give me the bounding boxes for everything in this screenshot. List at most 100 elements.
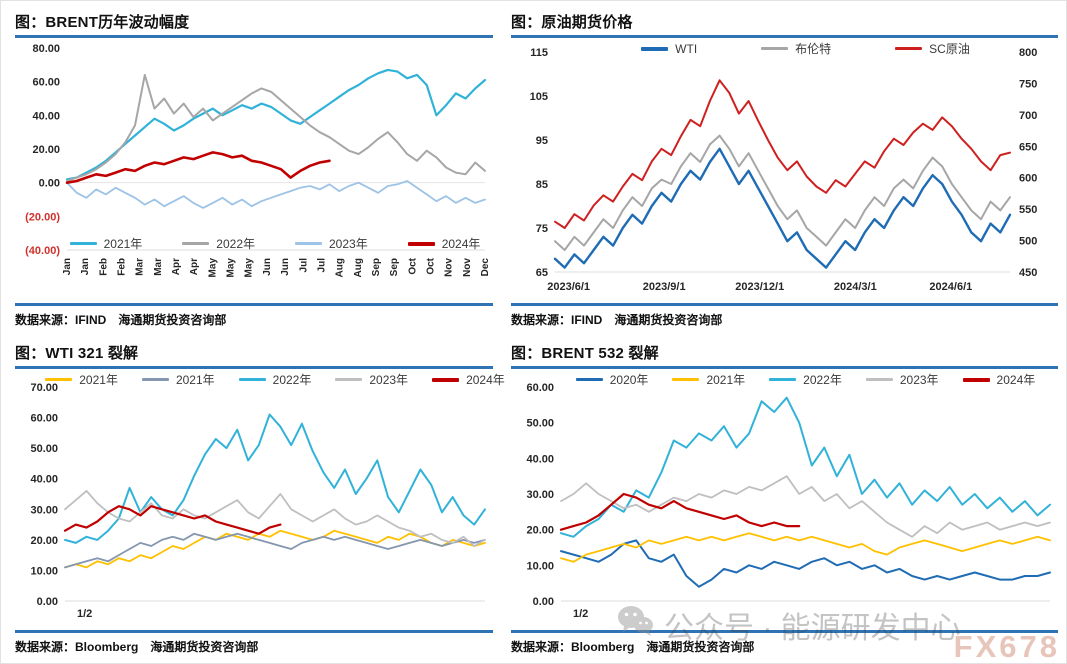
svg-text:2023/9/1: 2023/9/1 [643,281,686,293]
svg-text:2023/6/1: 2023/6/1 [547,281,590,293]
legend-swatch [407,241,435,246]
source-rule [511,630,1058,633]
svg-text:2023/12/1: 2023/12/1 [735,281,784,293]
legend-item: 2021年 [69,235,143,252]
legend-item: 2020年 [575,371,649,388]
legend-swatch [238,378,266,381]
legend-label: 2020年 [609,373,649,387]
source-rule [15,303,493,306]
svg-text:Mar: Mar [135,258,146,276]
legend-item: SC原油 [895,40,970,57]
legend-label: 2022年 [272,373,312,387]
svg-text:60.00: 60.00 [30,413,58,425]
svg-text:Mar: Mar [153,258,164,276]
chart-title: 图：原油期货价格 [511,14,633,31]
svg-text:95: 95 [536,135,548,147]
svg-text:0.00: 0.00 [37,596,58,608]
svg-text:700: 700 [1019,110,1037,122]
legend-item: 2023年 [295,235,368,252]
chart-title: 图：WTI 321 裂解 [15,345,139,362]
legend-item: WTI [641,42,697,56]
svg-text:Feb: Feb [98,258,109,276]
panel-brent-532-crack: 图：BRENT 532 裂解 60.00 50.00 40.00 30.00 20.00… [511,342,1058,657]
brent-532-crack-chart: 60.00 50.00 40.00 30.00 20.00 10.00 0.00 1/2 202… [511,369,1058,627]
legend-swatch [672,378,700,381]
svg-text:Apr: Apr [171,258,182,275]
svg-text:(40.00): (40.00) [25,245,60,257]
legend-label: 2022年 [803,373,842,387]
wti-321-crack-chart: 70.00 60.00 50.00 40.00 30.00 20.00 10.00 0.00 1… [15,369,504,627]
source-rule [511,303,1058,306]
svg-text:30.00: 30.00 [526,489,554,501]
svg-text:Aug: Aug [353,258,364,277]
legend-swatch [335,378,363,381]
legend-label: 2021年 [79,373,118,387]
data-source: 数据来源：Bloomberg 海通期货投资咨询部 [15,640,259,654]
svg-text:1/2: 1/2 [573,608,588,620]
brent-volatility-chart: 80.00 60.00 40.00 20.00 0.00 (20.00) (40.00) Ja… [15,38,493,300]
legend-item: 2021年 [141,371,215,388]
legend-label: WTI [675,41,698,56]
legend-item: 布伦特 [761,40,831,57]
chart-title: 图：BRENT 532 裂解 [511,345,659,362]
svg-text:50.00: 50.00 [30,443,58,455]
legend-swatch [141,378,169,381]
svg-text:Apr: Apr [189,258,200,275]
legend-label: 2024年 [996,373,1036,387]
bottom-row: 图：WTI 321 裂解 70.00 60.00 50.00 40.00 30.00 20… [15,342,1058,657]
data-source: 数据来源：IFIND 海通期货投资咨询部 [15,313,227,327]
top-row: 图：BRENT历年波动幅度 80.00 60.00 40.00 20.00 0.00 (2… [15,11,1058,330]
legend-swatch [45,378,73,381]
svg-text:20.00: 20.00 [30,535,58,547]
svg-text:10.00: 10.00 [30,565,58,577]
svg-text:75: 75 [536,223,548,235]
svg-text:May: May [226,258,237,278]
svg-text:40.00: 40.00 [32,110,60,122]
legend-item: 2023年 [865,371,939,388]
legend-label: 2024年 [466,373,505,387]
svg-text:0.00: 0.00 [533,596,554,608]
svg-text:30.00: 30.00 [30,504,58,516]
chart-title: 图：BRENT历年波动幅度 [15,14,190,31]
legend-swatch [962,377,990,382]
legend-label: 2022年 [216,237,255,251]
svg-text:550: 550 [1019,204,1037,216]
data-source: 数据来源：IFIND 海通期货投资咨询部 [511,313,723,327]
svg-text:Jan: Jan [62,258,73,275]
svg-text:600: 600 [1019,173,1037,185]
svg-text:750: 750 [1019,78,1037,90]
svg-text:20.00: 20.00 [526,525,554,537]
svg-text:Nov: Nov [462,258,473,277]
legend-item: 2024年 [432,371,505,388]
svg-text:70.00: 70.00 [30,382,58,394]
svg-text:(20.00): (20.00) [25,211,60,223]
svg-text:65: 65 [536,267,548,279]
svg-text:20.00: 20.00 [32,144,60,156]
legend-label: 2021年 [706,373,746,387]
legend-label: 2023年 [899,373,939,387]
legend-swatch [769,378,797,381]
svg-text:Feb: Feb [117,258,128,276]
svg-text:Sep: Sep [389,258,400,276]
legend-label: 2021年 [103,237,143,251]
svg-text:105: 105 [530,91,548,103]
legend: WTI 布伦特 SC原油 [561,40,1050,57]
svg-text:800: 800 [1019,47,1037,59]
svg-text:Dec: Dec [480,258,491,277]
svg-text:60.00: 60.00 [32,77,60,89]
legend-label: SC原油 [929,42,970,56]
svg-text:2024/6/1: 2024/6/1 [929,281,972,293]
svg-text:May: May [207,258,218,278]
legend-label: 布伦特 [795,42,832,56]
legend-swatch [432,377,460,382]
legend: 2020年 2021年 2022年 2023年 2024年 [561,371,1050,388]
svg-text:40.00: 40.00 [30,474,58,486]
svg-text:Nov: Nov [444,258,455,277]
svg-text:1/2: 1/2 [77,608,92,620]
legend-swatch [641,46,669,51]
legend-item: 2021年 [672,371,745,388]
title-rule [15,366,493,369]
svg-text:40.00: 40.00 [526,453,554,465]
crude-futures-price-chart: 115 105 95 85 75 65 800 750 700 650 600 550 500 450 20… [511,38,1058,300]
svg-text:85: 85 [536,179,548,191]
